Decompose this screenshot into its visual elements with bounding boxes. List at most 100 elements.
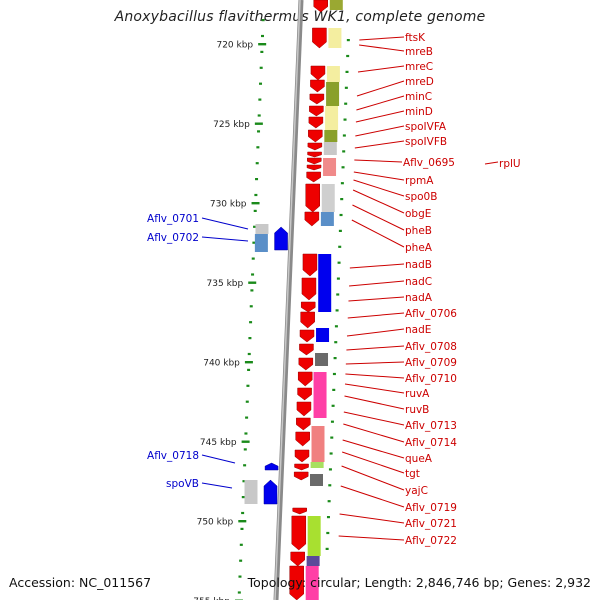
gene-label-left: Aflv_0718 bbox=[147, 450, 199, 462]
track-dot bbox=[342, 150, 346, 153]
gene-arrow-reverse bbox=[300, 311, 315, 329]
gene-label-right: queA bbox=[405, 453, 433, 465]
label-leader bbox=[344, 383, 405, 394]
gene-arrow-reverse bbox=[309, 93, 325, 105]
gene-arrow-reverse bbox=[310, 65, 326, 81]
scale-dot bbox=[249, 321, 253, 324]
scale-tick bbox=[238, 520, 247, 523]
gene-label-right: minD bbox=[405, 106, 433, 118]
gene-glyphs bbox=[263, 0, 328, 600]
scale-dot bbox=[260, 50, 264, 53]
label-leader bbox=[340, 485, 405, 508]
gene-label-right: ruvB bbox=[405, 404, 429, 416]
scale-tick bbox=[254, 122, 263, 125]
label-leader bbox=[343, 423, 405, 443]
scale-dot bbox=[253, 209, 257, 212]
feature-block bbox=[320, 212, 334, 226]
scale-dot bbox=[255, 178, 259, 181]
gene-label-left: Aflv_0701 bbox=[147, 213, 199, 225]
track-dot bbox=[336, 293, 340, 296]
scale-dot bbox=[239, 559, 243, 562]
label-leader bbox=[343, 411, 405, 426]
scale-label: 735 kbp bbox=[207, 279, 244, 289]
gene-label-right: ftsK bbox=[405, 32, 426, 44]
label-leader bbox=[356, 80, 405, 97]
gene-label-right: mreB bbox=[405, 46, 433, 58]
scale-dot bbox=[243, 448, 247, 451]
scale-dot bbox=[252, 241, 256, 244]
track-dot bbox=[333, 357, 337, 360]
gene-label-right: mreD bbox=[405, 76, 434, 88]
gene-arrow-reverse bbox=[294, 449, 310, 463]
gene-arrow-reverse bbox=[296, 401, 312, 417]
scale-label: 745 kbp bbox=[200, 438, 237, 448]
gene-arrow-forward bbox=[263, 479, 278, 505]
label-leader bbox=[201, 482, 233, 489]
scale-dot bbox=[245, 416, 249, 419]
scale-dot bbox=[258, 98, 262, 101]
track-dot bbox=[325, 547, 329, 550]
scale-ticks: 720 kbp 725 kbp 730 kbp 735 kbp 740 kbp 745 k… bbox=[193, 19, 350, 600]
label-leader bbox=[342, 451, 405, 474]
gene-arrow-reverse bbox=[306, 164, 322, 171]
scale-dot bbox=[257, 130, 261, 133]
gene-labels: ftsK mreB mreC mreD minC minD spoIVFA spoIVFB Af… bbox=[147, 32, 521, 547]
scale-dot bbox=[248, 337, 252, 340]
track-dot bbox=[334, 341, 338, 344]
track-dot bbox=[344, 86, 348, 89]
genome-backbone bbox=[273, 0, 304, 600]
gene-arrow-reverse bbox=[298, 357, 314, 371]
label-leader bbox=[354, 140, 405, 149]
label-leader bbox=[345, 361, 405, 365]
gene-arrow-reverse bbox=[301, 277, 317, 301]
gene-label-right: obgE bbox=[405, 208, 431, 220]
gene-arrow-reverse bbox=[299, 329, 315, 343]
scale-dot bbox=[247, 368, 251, 371]
scale-dot bbox=[245, 400, 249, 403]
gene-label-right: Aflv_0721 bbox=[405, 518, 457, 530]
label-leader bbox=[348, 296, 405, 302]
gene-arrow-reverse bbox=[295, 431, 310, 447]
track-dot bbox=[326, 531, 330, 535]
scale-dot bbox=[251, 273, 255, 276]
label-leader bbox=[354, 159, 403, 163]
track-dot bbox=[335, 309, 339, 312]
feature-block bbox=[321, 184, 335, 212]
scale-dot bbox=[244, 432, 248, 435]
gene-arrow-reverse bbox=[305, 183, 320, 213]
feature-block bbox=[329, 0, 343, 10]
track-dot bbox=[343, 118, 347, 121]
feature-tracks bbox=[244, 0, 343, 600]
label-leaders bbox=[201, 36, 499, 541]
accession-text: Accession: NC_011567 bbox=[9, 575, 152, 590]
scale-dot bbox=[255, 162, 259, 165]
gene-arrow-reverse bbox=[309, 105, 324, 117]
gene-arrow-reverse bbox=[307, 142, 323, 151]
scale-dot bbox=[238, 575, 242, 578]
scale-dot bbox=[249, 305, 253, 308]
track-dot bbox=[331, 404, 335, 407]
scale-dot bbox=[250, 289, 254, 292]
gene-label-right: Aflv_0713 bbox=[405, 420, 457, 432]
track-dot bbox=[336, 277, 340, 280]
gene-arrow-reverse bbox=[312, 27, 327, 49]
scale-dot bbox=[259, 82, 263, 85]
gene-label-right: Aflv_0708 bbox=[405, 341, 457, 353]
scale-dot bbox=[247, 352, 251, 356]
feature-block bbox=[326, 82, 340, 106]
gene-label-right: mreC bbox=[405, 61, 433, 73]
gene-arrow-reverse bbox=[289, 565, 304, 600]
gene-arrow-reverse bbox=[299, 343, 314, 356]
track-dot bbox=[330, 420, 334, 423]
scale-dot bbox=[246, 384, 250, 387]
label-leader bbox=[346, 328, 405, 337]
scale-dot bbox=[237, 591, 241, 594]
gene-label-right: rpmA bbox=[405, 175, 434, 187]
scale-label: 730 kbp bbox=[210, 200, 247, 210]
scale-dot bbox=[239, 543, 243, 546]
gene-arrow-reverse bbox=[304, 211, 320, 227]
scale-tick bbox=[244, 361, 253, 364]
scale-label: 725 kbp bbox=[213, 120, 250, 130]
gene-label-right: Aflv_0722 bbox=[405, 535, 457, 547]
